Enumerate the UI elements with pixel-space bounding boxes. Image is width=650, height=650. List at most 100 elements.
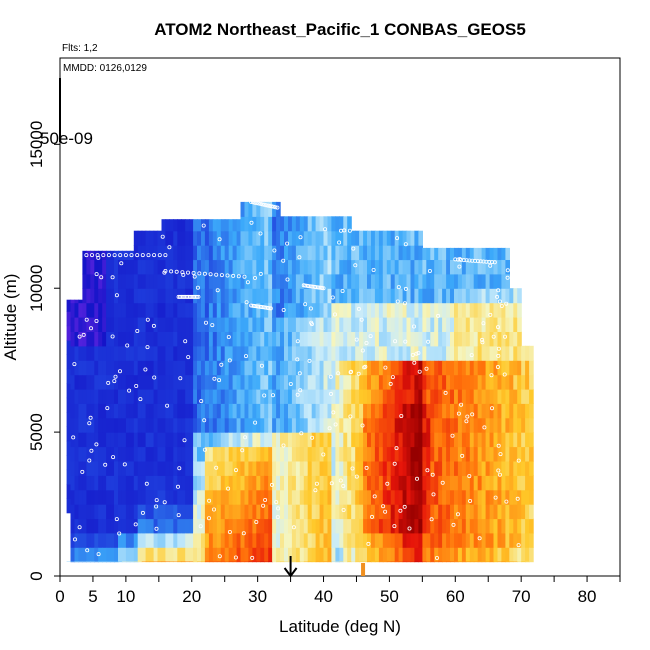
x-tick-label: 50 [380, 587, 399, 606]
heatmap-cell [457, 317, 463, 332]
heatmap-cell [327, 273, 333, 289]
heatmap-cell [529, 345, 534, 361]
heatmap-cell [367, 518, 372, 534]
heatmap-cell [204, 547, 210, 563]
heatmap-cell [208, 403, 214, 419]
heatmap-cell [299, 345, 305, 361]
heatmap-cell [236, 230, 242, 246]
heatmap-cell [410, 446, 416, 462]
heatmap-cell [394, 345, 400, 361]
heatmap-cell [252, 403, 257, 419]
heatmap-cell [189, 259, 194, 275]
heatmap-cell [343, 360, 348, 376]
heatmap-cell [394, 273, 400, 289]
track-point [175, 484, 180, 489]
heatmap-cell [118, 417, 123, 433]
heatmap-cell [426, 460, 431, 476]
heatmap-cell [133, 403, 139, 419]
heatmap-cell [157, 230, 163, 246]
heatmap-cell [351, 489, 356, 505]
heatmap-cell [394, 288, 400, 304]
heatmap-cell [426, 360, 431, 376]
heatmap-cell [201, 446, 206, 462]
heatmap-cell [398, 317, 404, 332]
heatmap-cell [339, 259, 344, 275]
heatmap-cell [402, 518, 408, 534]
heatmap-cell [517, 432, 522, 448]
heatmap-cell [359, 273, 364, 289]
heatmap-cell [430, 504, 435, 520]
heatmap-cell [454, 374, 459, 390]
heatmap-cell [489, 345, 495, 361]
heatmap-cell [450, 475, 455, 491]
heatmap-cell [82, 259, 87, 275]
heatmap-cell [390, 288, 396, 304]
heatmap-cell [145, 432, 151, 448]
heatmap-cell [276, 532, 281, 548]
heatmap-cell [335, 532, 340, 548]
track-point [464, 419, 469, 424]
heatmap-cell [446, 273, 451, 289]
heatmap-cell [161, 331, 167, 347]
heatmap-cell [398, 489, 404, 505]
heatmap-cell [473, 302, 479, 318]
heatmap-cell [382, 288, 388, 304]
track-point [242, 274, 247, 279]
track-point [90, 253, 95, 258]
heatmap-cell [489, 273, 495, 289]
heatmap-cell [430, 432, 435, 448]
heatmap-cell [299, 302, 305, 318]
heatmap-cell [414, 504, 419, 520]
heatmap-cell [307, 547, 313, 563]
heatmap-cell [347, 230, 352, 246]
heatmap-cell [216, 259, 222, 275]
heatmap-cell [473, 460, 479, 476]
heatmap-cell [367, 532, 372, 548]
track-point [182, 438, 187, 443]
heatmap-cell [208, 504, 214, 520]
heatmap-cell [94, 504, 99, 520]
heatmap-cell [347, 417, 352, 433]
heatmap-cell [133, 245, 139, 261]
heatmap-cell [390, 302, 396, 318]
heatmap-cell [260, 504, 265, 520]
heatmap-cell [106, 460, 111, 476]
heatmap-cell [110, 374, 115, 390]
heatmap-cell [197, 504, 202, 520]
heatmap-cell [339, 273, 344, 289]
heatmap-cell [339, 216, 344, 232]
heatmap-cell [236, 547, 242, 563]
heatmap-cell [422, 417, 427, 433]
heatmap-cell [454, 247, 459, 260]
heatmap-cell [208, 475, 214, 491]
heatmap-cell [189, 302, 194, 318]
heatmap-cell [264, 201, 269, 217]
heatmap-cell [133, 259, 139, 275]
heatmap-cell [485, 504, 491, 520]
heatmap-cell [438, 446, 443, 462]
heatmap-cell [185, 518, 190, 534]
heatmap-cell [394, 489, 400, 505]
heatmap-cell [181, 532, 186, 548]
heatmap-cell [106, 417, 111, 433]
heatmap-cell [355, 331, 360, 347]
track-point [383, 509, 388, 514]
heatmap-cell [378, 518, 384, 534]
heatmap-cell [157, 317, 163, 332]
track-point [117, 531, 122, 536]
heatmap-cell [489, 259, 495, 275]
heatmap-cell [442, 504, 447, 520]
heatmap-cell [78, 489, 83, 505]
heatmap-cell [311, 345, 317, 361]
heatmap-cell [220, 504, 226, 520]
heatmap-cell [529, 460, 534, 476]
heatmap-cell [248, 259, 253, 275]
track-point [210, 323, 215, 328]
heatmap-cell [236, 475, 242, 491]
heatmap-cell [374, 360, 380, 376]
heatmap-cell [299, 460, 305, 476]
heatmap-cell [256, 259, 261, 275]
heatmap-cell [355, 504, 360, 520]
heatmap-cell [220, 273, 226, 289]
heatmap-cell [201, 532, 206, 548]
